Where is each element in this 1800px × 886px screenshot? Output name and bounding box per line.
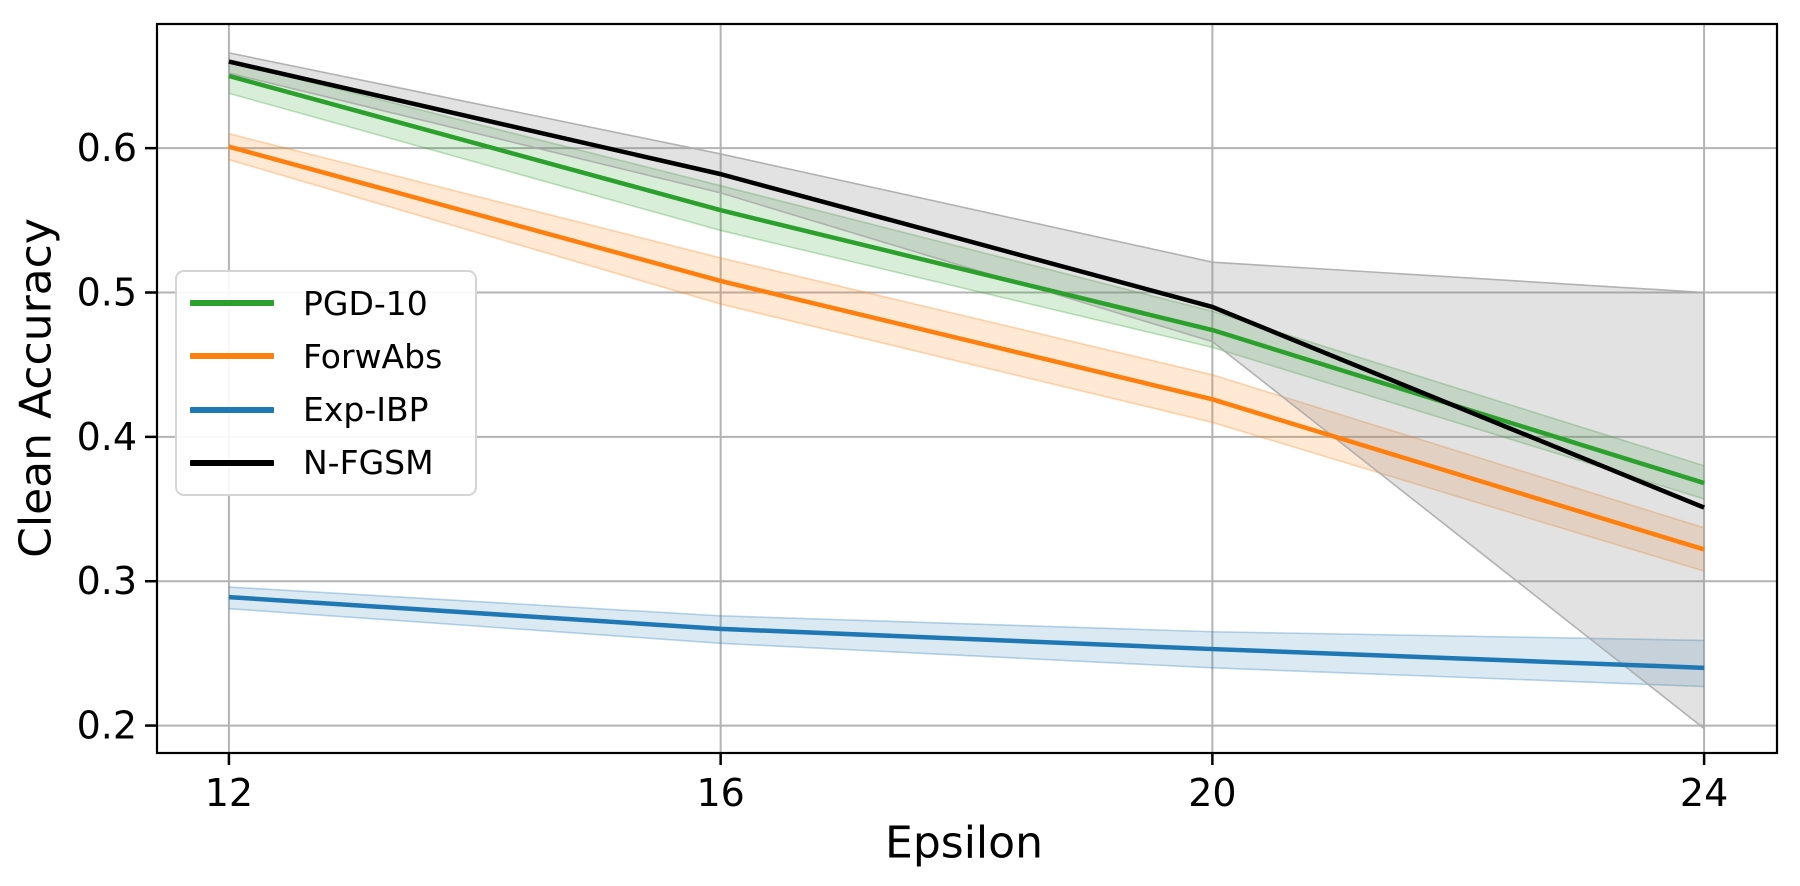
legend-label-forwabs: ForwAbs bbox=[303, 336, 443, 376]
y-tick-label: 0.2 bbox=[77, 704, 137, 748]
legend-label-pgd10: PGD-10 bbox=[303, 283, 428, 323]
x-tick-label: 24 bbox=[1680, 771, 1728, 815]
series-line-Exp-IBP bbox=[228, 594, 1705, 671]
confidence-band-ForwAbs bbox=[228, 133, 1705, 572]
series-line-N-FGSM bbox=[228, 59, 1705, 510]
x-axis-label: Epsilon bbox=[885, 817, 1043, 869]
y-tick-label: 0.5 bbox=[77, 271, 137, 315]
band-lower-edge-ForwAbs bbox=[228, 158, 1705, 572]
band-upper-edge-PGD-10 bbox=[228, 60, 1705, 467]
y-tick-label: 0.6 bbox=[77, 126, 137, 170]
legend-swatch-nfgsm bbox=[190, 459, 274, 466]
legend-swatch-forwabs bbox=[190, 353, 274, 360]
band-lower-edge-N-FGSM bbox=[228, 72, 1705, 730]
band-lower-edge-PGD-10 bbox=[228, 92, 1705, 500]
legend-swatch-pgd10 bbox=[190, 300, 274, 307]
x-tick-label: 16 bbox=[696, 771, 744, 815]
y-axis-label: Clean Accuracy bbox=[10, 218, 62, 558]
legend-box: PGD-10 ForwAbs Exp-IBP N-FGSM bbox=[175, 270, 477, 496]
legend-label-nfgsm: N-FGSM bbox=[303, 443, 434, 483]
band-upper-edge-Exp-IBP bbox=[228, 586, 1705, 642]
legend-label-expibp: Exp-IBP bbox=[303, 390, 429, 430]
band-upper-edge-ForwAbs bbox=[228, 132, 1705, 529]
band-upper-edge-N-FGSM bbox=[228, 52, 1705, 294]
x-tick-label: 12 bbox=[205, 771, 253, 815]
confidence-band-PGD-10 bbox=[228, 61, 1705, 499]
band-lower-edge-Exp-IBP bbox=[228, 607, 1705, 688]
axes-spines bbox=[155, 22, 1779, 755]
legend-item-pgd10: PGD-10 bbox=[177, 277, 475, 329]
series-line-ForwAbs bbox=[228, 144, 1705, 552]
legend-swatch-expibp bbox=[190, 406, 274, 413]
legend-item-forwabs: ForwAbs bbox=[177, 330, 475, 382]
x-tick-label: 20 bbox=[1188, 771, 1236, 815]
legend-item-expibp: Exp-IBP bbox=[177, 384, 475, 436]
y-tick-label: 0.4 bbox=[77, 415, 137, 459]
legend-item-nfgsm: N-FGSM bbox=[177, 437, 475, 489]
y-tick-label: 0.3 bbox=[77, 559, 137, 603]
